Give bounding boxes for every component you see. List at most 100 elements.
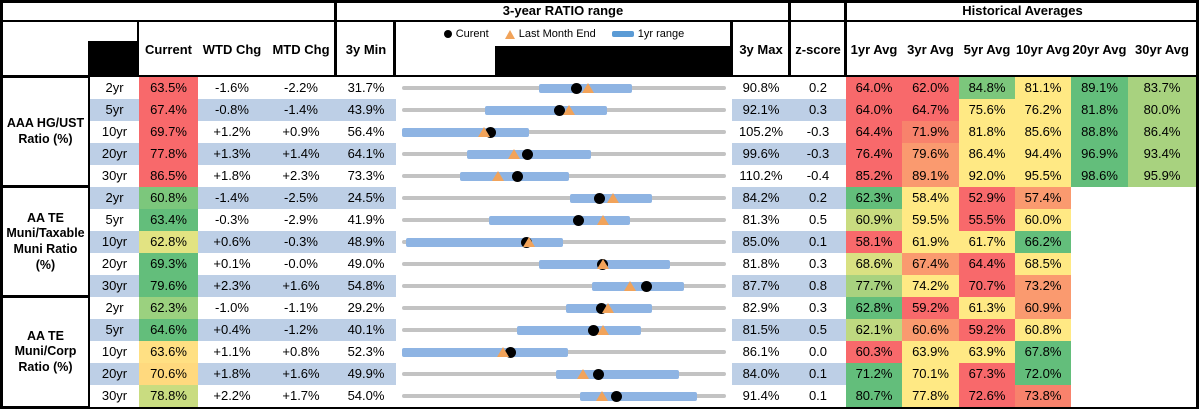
range-chart [396,77,732,99]
3y-min-cell: 54.8% [336,275,396,297]
last-month-triangle [478,127,491,137]
avg-cell: 74.2% [902,275,959,297]
avg-cell: 95.5% [1015,165,1071,187]
3y-max-cell: 81.5% [732,319,790,341]
last-month-triangle [523,237,536,247]
avg-cell: 62.3% [846,187,902,209]
wtd-chg-cell: +1.8% [198,165,266,187]
range-chart [396,99,732,121]
current-dot [640,280,652,292]
avg-cell: 60.9% [846,209,902,231]
avg-cell-empty [1128,275,1196,297]
current-dot [554,104,566,116]
avg-cell: 62.0% [902,77,959,99]
tenor-label: 2yr [90,187,139,209]
3y-max-cell: 90.8% [732,77,790,99]
wtd-chg-cell: +0.1% [198,253,266,275]
wtd-chg-cell: -0.8% [198,99,266,121]
mtd-chg-cell: -2.5% [266,187,336,209]
3y-max-cell: 92.1% [732,99,790,121]
tenor-label: 5yr [90,99,139,121]
avg-cell: 96.9% [1071,143,1128,165]
3y-max-cell: 82.9% [732,297,790,319]
3y-max-cell: 86.1% [732,341,790,363]
current-value-cell: 70.6% [139,363,198,385]
avg-cell-empty [1128,385,1196,407]
col-header-current: Current [145,41,192,57]
current-value-cell: 77.8% [139,143,198,165]
current-value-cell: 62.8% [139,231,198,253]
col-header-3yr-avg: 3yr Avg [907,41,954,57]
avg-cell: 92.0% [959,165,1015,187]
range-chart [396,209,732,231]
avg-cell: 89.1% [1071,77,1128,99]
avg-cell: 67.3% [959,363,1015,385]
range-chart [396,297,732,319]
mtd-chg-cell: +1.6% [266,363,336,385]
avg-cell: 63.9% [902,341,959,363]
current-value-cell: 78.8% [139,385,198,407]
mtd-chg-cell: -2.9% [266,209,336,231]
avg-cell: 66.2% [1015,231,1071,253]
avg-cell: 76.2% [1015,99,1071,121]
wtd-chg-cell: +2.2% [198,385,266,407]
avg-cell-empty [1128,253,1196,275]
range-chart [396,165,732,187]
col-header-wtd-chg: WTD Chg [202,41,262,57]
avg-cell: 98.6% [1071,165,1128,187]
avg-cell: 64.4% [846,121,902,143]
current-value-cell: 79.6% [139,275,198,297]
avg-cell: 61.7% [959,231,1015,253]
tenor-header-black-cell [90,41,139,77]
col-header-5yr-avg: 5yr Avg [963,41,1011,57]
current-value-cell: 69.7% [139,121,198,143]
last-month-triangle [563,105,576,115]
3y-min-cell: 52.3% [336,341,396,363]
current-value-cell: 63.5% [139,77,198,99]
mtd-chg-cell: -0.0% [266,253,336,275]
range-track-line [402,196,726,200]
current-dot [593,192,605,204]
avg-cell: 86.4% [1128,121,1196,143]
current-dot [512,170,524,182]
avg-cell-empty [1128,231,1196,253]
current-dot [596,302,608,314]
tenor-label: 30yr [90,275,139,297]
avg-cell: 67.8% [1015,341,1071,363]
table-border [1196,0,1199,409]
one-year-range-bar [517,325,641,335]
current-value-cell: 64.6% [139,319,198,341]
avg-cell: 86.4% [959,143,1015,165]
col-header-mtd-chg: MTD Chg [272,41,330,57]
current-dot [588,324,600,336]
avg-cell-empty [1071,231,1128,253]
wtd-chg-cell: -1.0% [198,297,266,319]
tenor-label: 20yr [90,253,139,275]
avg-cell: 64.0% [846,99,902,121]
legend-last-month-label: Last Month End [518,28,596,40]
range-track-line [402,284,726,288]
col-header-30yr-avg: 30yr Avg [1135,41,1189,57]
legend-current: Curent [443,28,489,40]
avg-cell-empty [1128,319,1196,341]
range-chart [396,253,732,275]
mtd-chg-cell: -1.1% [266,297,336,319]
avg-cell: 62.8% [846,297,902,319]
mtd-chg-cell: -0.3% [266,231,336,253]
3y-min-cell: 41.9% [336,209,396,231]
avg-cell: 73.8% [1015,385,1071,407]
current-value-cell: 63.6% [139,341,198,363]
avg-cell: 93.4% [1128,143,1196,165]
wtd-chg-cell: -0.3% [198,209,266,231]
wtd-chg-cell: +1.1% [198,341,266,363]
avg-cell: 81.8% [1071,99,1128,121]
col-header-20yr-avg: 20yr Avg [1072,41,1127,57]
avg-cell: 64.0% [846,77,902,99]
table-border [0,0,1199,3]
avg-cell-empty [1128,297,1196,319]
3y-min-cell: 31.7% [336,77,396,99]
last-month-triangle [491,171,504,181]
range-track-line [402,130,726,134]
avg-cell-empty [1128,209,1196,231]
